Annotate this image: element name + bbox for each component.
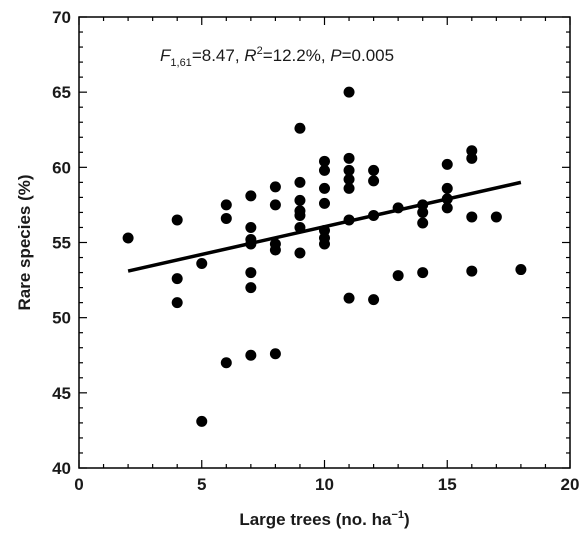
data-point	[294, 221, 306, 233]
data-point	[122, 232, 134, 244]
data-point	[269, 199, 281, 211]
y-tick-label: 50	[52, 309, 71, 328]
data-point	[269, 181, 281, 193]
y-axis-label: Rare species (%)	[15, 174, 34, 310]
data-point	[441, 158, 453, 170]
data-point	[171, 297, 183, 309]
x-tick-label: 15	[438, 475, 457, 494]
data-point	[466, 145, 478, 157]
data-point	[196, 258, 208, 270]
axis-tick-labels: 0 5 10 15 20 40 45 50 55 60 65 70	[52, 8, 579, 494]
data-point	[417, 267, 429, 279]
data-point	[343, 86, 355, 98]
x-tick-label: 10	[315, 475, 334, 494]
data-point	[417, 206, 429, 218]
f-letter: F	[160, 46, 172, 65]
data-point	[343, 173, 355, 185]
y-tick-label: 60	[52, 158, 71, 177]
data-point	[245, 221, 257, 233]
data-point	[441, 193, 453, 205]
p-value: =0.005	[342, 46, 394, 65]
data-point	[392, 202, 404, 214]
y-tick-label: 45	[52, 384, 71, 403]
data-point	[392, 270, 404, 282]
data-point	[245, 282, 257, 294]
data-point	[417, 199, 429, 211]
x-axis-label: Large trees (no. ha−1)	[239, 509, 409, 529]
y-tick-label: 70	[52, 8, 71, 27]
f-subscript: 1,61	[170, 57, 191, 69]
data-point	[220, 199, 232, 211]
data-point	[319, 224, 330, 236]
data-point	[319, 197, 330, 209]
data-point	[466, 265, 478, 277]
data-point	[368, 209, 380, 221]
data-point	[220, 212, 232, 224]
y-tick-label: 40	[52, 459, 71, 478]
data-point	[319, 238, 330, 250]
data-point	[319, 182, 330, 194]
data-point	[319, 155, 330, 167]
data-point	[294, 209, 306, 221]
data-point	[171, 214, 183, 226]
data-point	[294, 176, 306, 188]
axis-ticks	[78, 16, 571, 469]
data-point	[196, 415, 208, 427]
x-axis-label-superscript: −1	[391, 509, 404, 521]
data-point	[245, 349, 257, 361]
r-superscript: 2	[257, 45, 263, 57]
r-value: =12.2%,	[263, 46, 331, 65]
data-point	[171, 273, 183, 285]
x-tick-label: 0	[74, 475, 83, 494]
data-point	[515, 264, 527, 276]
p-letter: P	[330, 46, 342, 65]
data-point	[294, 194, 306, 206]
data-point	[441, 182, 453, 194]
data-point	[466, 211, 478, 223]
data-point	[368, 294, 380, 306]
data-point	[269, 244, 281, 256]
data-point	[490, 211, 502, 223]
x-tick-label: 20	[561, 475, 580, 494]
statistics-annotation: F1,61=8.47, R2=12.2%, P=0.005	[160, 45, 394, 69]
data-point	[343, 214, 355, 226]
data-point	[294, 247, 306, 259]
data-point	[343, 152, 355, 164]
data-point	[343, 182, 355, 194]
data-point	[220, 357, 232, 369]
data-point	[294, 122, 306, 134]
y-tick-label: 65	[52, 83, 71, 102]
r-letter: R	[244, 46, 256, 65]
data-point	[343, 164, 355, 176]
data-point	[319, 164, 330, 176]
data-point	[368, 175, 380, 187]
data-point	[466, 152, 478, 164]
data-point	[368, 164, 380, 176]
data-point	[245, 267, 257, 279]
x-tick-label: 5	[197, 475, 206, 494]
x-axis-label-close: )	[404, 510, 410, 529]
data-point	[245, 190, 257, 202]
data-point	[441, 202, 453, 214]
data-point	[269, 348, 281, 360]
f-value: =8.47,	[192, 46, 244, 65]
data-points	[122, 86, 527, 427]
data-point	[417, 217, 429, 229]
y-tick-label: 55	[52, 234, 71, 253]
x-axis-label-main: Large trees (no. ha	[239, 510, 392, 529]
data-point	[245, 238, 257, 250]
data-point	[343, 292, 355, 304]
